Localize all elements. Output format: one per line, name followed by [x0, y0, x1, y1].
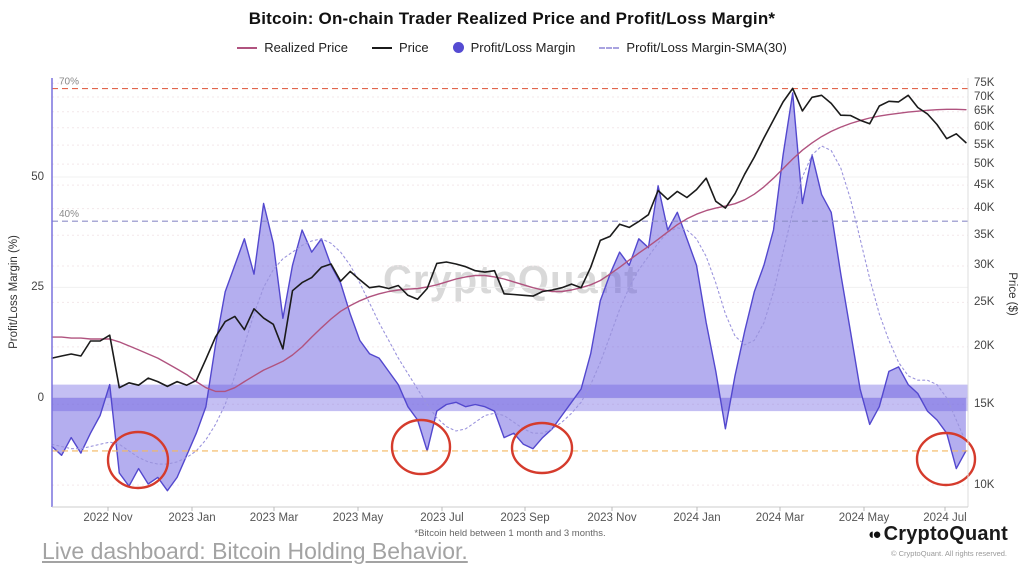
x-axis-label: 2023 Jan	[168, 512, 216, 524]
legend-item-label: Profit/Loss Margin	[470, 40, 576, 55]
legend-swatch-dot-icon	[452, 42, 464, 53]
logo-name: CryptoQuant	[883, 523, 1008, 545]
sma-line	[51, 145, 967, 465]
price-axis-tick-label: 40K	[974, 202, 995, 214]
margin-area	[52, 93, 966, 491]
chart-footnote: *Bitcoin held between 1 month and 3 mont…	[414, 528, 606, 539]
legend-item[interactable]: Price	[372, 40, 429, 55]
margin-axis-tick-label: 0	[37, 392, 44, 404]
legend-item[interactable]: Profit/Loss Margin-SMA(30)	[599, 40, 787, 55]
x-axis-label: 2023 Sep	[500, 512, 550, 524]
price-axis-tick-label: 70K	[974, 91, 995, 103]
x-axis-label: 2023 Nov	[587, 512, 637, 524]
x-axis-label: 2024 Jan	[673, 512, 721, 524]
price-axis-tick-label: 10K	[974, 479, 995, 491]
price-axis-tick-label: 50K	[974, 158, 995, 170]
copyright-text: © CryptoQuant. All rights reserved.	[891, 549, 1007, 558]
price-axis-tick-label: 30K	[974, 259, 995, 271]
x-axis-label: 2022 Nov	[83, 512, 133, 524]
legend-item-label: Profit/Loss Margin-SMA(30)	[626, 40, 787, 55]
price-axis-tick-label: 25K	[974, 296, 995, 308]
legend-swatch-dashed-icon	[599, 46, 620, 49]
legend: Realized Price Price Profit/Loss Margin Pro…	[0, 40, 1024, 55]
price-axis-tick-label: 15K	[974, 398, 995, 410]
x-axis-label: 2023 May	[332, 512, 384, 524]
margin-axis-tick-label: 25	[31, 281, 44, 293]
x-axis-label: 2024 May	[838, 512, 890, 524]
x-axis-label: 2023 Mar	[249, 512, 299, 524]
x-axis-label: 2024 Mar	[755, 512, 805, 524]
x-axis-label: 2023 Jul	[420, 512, 464, 524]
dashboard-link[interactable]: Live dashboard: Bitcoin Holding Behavior…	[42, 538, 468, 564]
legend-swatch-line-icon	[372, 46, 393, 49]
price-axis-tick-label: 55K	[974, 139, 995, 151]
legend-item-label: Price	[399, 40, 429, 55]
margin-axis-tick-label: 50	[31, 171, 44, 183]
x-axis-label: 2024 Jul	[923, 512, 967, 524]
price-axis-tick-label: 45K	[974, 179, 995, 191]
margin-axis-title: Profit/Loss Margin (%)	[8, 235, 20, 349]
price-axis-tick-label: 65K	[974, 105, 995, 117]
realized-price-line	[51, 108, 967, 393]
legend-swatch-line-icon	[237, 46, 258, 49]
legend-item[interactable]: Realized Price	[237, 40, 348, 55]
threshold-line-label: 40%	[59, 209, 79, 220]
price-axis-tick-label: 75K	[974, 77, 995, 89]
highlight-circle	[390, 418, 452, 476]
highlight-circle	[915, 431, 977, 487]
price-axis-tick-label: 20K	[974, 340, 995, 352]
highlight-circle	[510, 421, 574, 475]
price-line	[51, 87, 967, 389]
page-title: Bitcoin: On-chain Trader Realized Price …	[248, 9, 776, 28]
cryptoquant-logo-icon: ◖●	[866, 526, 881, 543]
price-axis-title: Price ($)	[1006, 272, 1018, 316]
highlight-circle	[106, 430, 170, 490]
price-axis-tick-label: 35K	[974, 229, 995, 241]
legend-item-label: Realized Price	[264, 40, 349, 55]
price-axis-tick-label: 60K	[974, 121, 995, 133]
margin-line	[51, 92, 967, 492]
threshold-line-label: 70%	[59, 77, 79, 88]
cryptoquant-logo: ◖● CryptoQuant	[866, 523, 1008, 546]
legend-item[interactable]: Profit/Loss Margin	[452, 40, 576, 55]
